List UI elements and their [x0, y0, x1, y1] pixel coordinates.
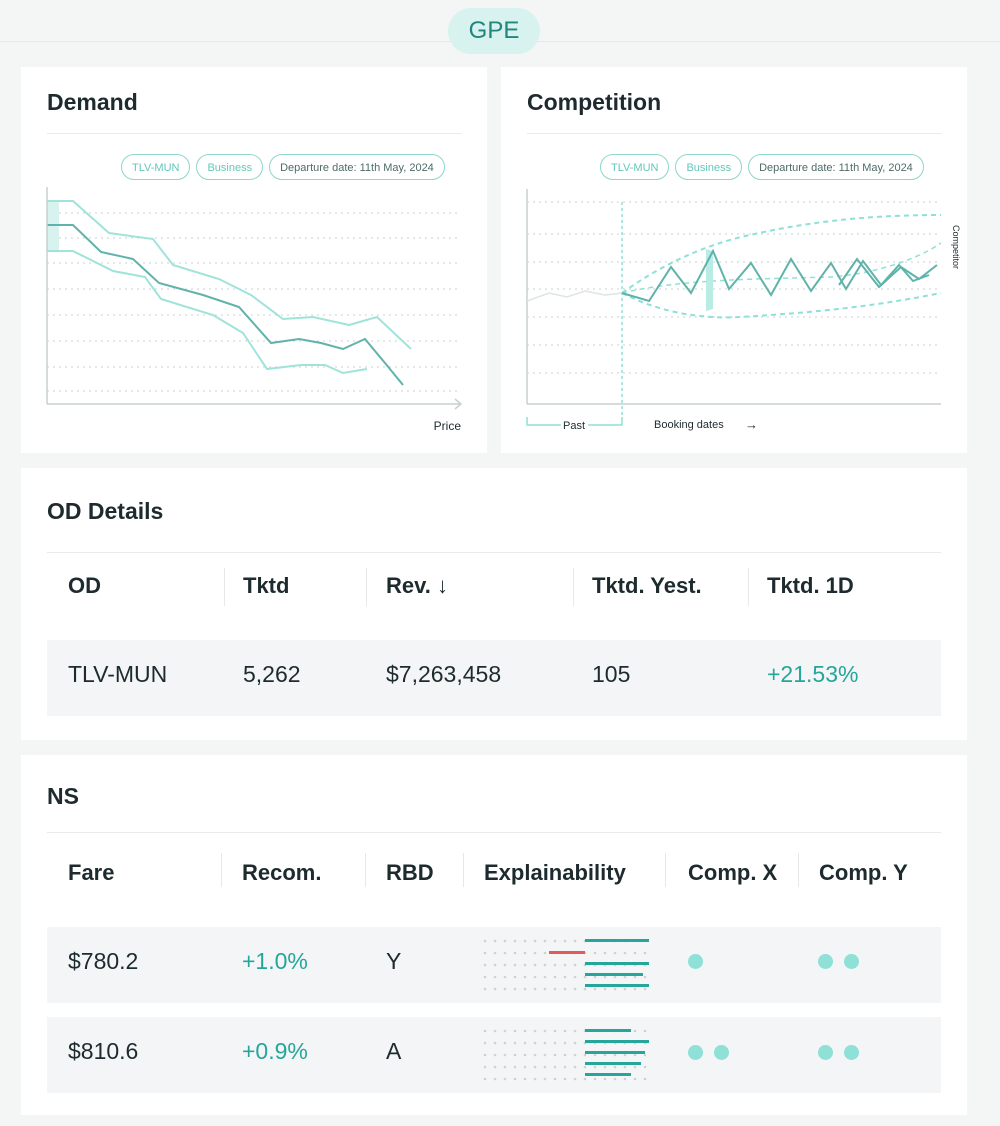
demand-filter-chips: TLV-MUN Business Departure date: 11th Ma…: [121, 154, 445, 180]
col-header-tktd-yest[interactable]: Tktd. Yest.: [592, 573, 702, 598]
competition-divider: [527, 133, 941, 134]
od-details-title: OD Details: [47, 498, 164, 524]
ns-card: NS Fare Recom. RBD Explainability Comp. …: [21, 755, 967, 1115]
explainability-bar: [585, 1051, 645, 1054]
competitor-price-line: [621, 248, 930, 303]
explainability-bar: [585, 984, 649, 987]
column-separator: [665, 853, 666, 887]
booking-dates-arrow-icon: →: [745, 417, 758, 432]
demand-card: Demand TLV-MUN Business Departure date: …: [21, 67, 487, 453]
od-cell: TLV-MUN: [68, 661, 168, 687]
competitor-price-line-2: [838, 257, 938, 289]
departure-date-chip[interactable]: Departure date: 11th May, 2024: [748, 154, 924, 180]
cabin-chip[interactable]: Business: [675, 154, 743, 180]
explainability-dot-grid: [483, 1029, 647, 1081]
explainability-bar: [585, 973, 643, 976]
demand-x-axis-label: Price: [434, 419, 462, 433]
col-header-rev[interactable]: Rev. ↓: [386, 573, 448, 598]
explainability-bar: [585, 939, 649, 942]
column-separator: [221, 853, 222, 887]
recom-cell: +0.9%: [242, 1038, 308, 1064]
explainability-bar: [585, 962, 649, 965]
forecast-lower-band: [621, 292, 942, 319]
column-separator: [573, 568, 574, 606]
col-header-fare[interactable]: Fare: [68, 860, 115, 885]
route-chip[interactable]: TLV-MUN: [121, 154, 191, 180]
explainability-bar: [585, 1040, 649, 1043]
col-header-tktd[interactable]: Tktd: [243, 573, 290, 598]
competition-card: Competition TLV-MUN Business Departure d…: [501, 67, 967, 453]
col-header-tktd-1d[interactable]: Tktd. 1D: [767, 573, 854, 598]
od-details-card: OD Details OD Tktd Rev. ↓ Tktd. Yest. Tk…: [21, 468, 967, 740]
ns-title: NS: [47, 783, 79, 809]
demand-title: Demand: [47, 89, 138, 115]
explainability-bar: [585, 1073, 631, 1076]
col-header-od[interactable]: OD: [68, 573, 101, 598]
demand-lower-band: [47, 250, 368, 375]
comp-y-dot: [818, 1045, 833, 1060]
competitor-axis-label: Competitor: [951, 225, 961, 269]
demand-chart: Price: [46, 187, 463, 433]
recom-cell: +1.0%: [242, 948, 308, 974]
fare-cell: $780.2: [68, 948, 139, 974]
comp-y-dot: [818, 954, 833, 969]
demand-upper-band: [47, 200, 412, 350]
comp-y-dot: [844, 1045, 859, 1060]
route-chip[interactable]: TLV-MUN: [600, 154, 670, 180]
departure-date-chip[interactable]: Departure date: 11th May, 2024: [269, 154, 445, 180]
gpe-badge[interactable]: GPE: [448, 8, 540, 54]
demand-x-axis-arrow: [454, 398, 463, 410]
col-header-explainability[interactable]: Explainability: [484, 860, 626, 885]
fare-cell: $810.6: [68, 1038, 139, 1064]
explainability-chart: [483, 939, 649, 991]
demand-main-line: [47, 224, 404, 386]
explainability-negative-bar: [549, 951, 585, 954]
tktd-yest-cell: 105: [592, 661, 631, 687]
competition-title: Competition: [527, 89, 662, 115]
col-header-comp-y[interactable]: Comp. Y: [819, 860, 908, 885]
ns-divider: [47, 832, 941, 833]
past-range-bracket: [526, 417, 623, 426]
table-row[interactable]: [47, 640, 941, 716]
explainability-bar: [585, 1062, 641, 1065]
tktd-1d-cell: +21.53%: [767, 661, 859, 687]
forecast-upper-band: [621, 214, 942, 294]
col-header-recom[interactable]: Recom.: [242, 860, 322, 885]
explainability-chart: [483, 1029, 649, 1081]
col-header-rbd[interactable]: RBD: [386, 860, 434, 885]
explainability-bar: [585, 1029, 631, 1032]
rbd-cell: A: [386, 1038, 402, 1064]
column-separator: [365, 853, 366, 887]
past-label: Past: [563, 420, 585, 432]
col-header-comp-x[interactable]: Comp. X: [688, 860, 778, 885]
past-history-line: [526, 290, 623, 302]
forecast-uncertainty-highlight: [706, 249, 713, 311]
column-separator: [798, 853, 799, 887]
cabin-chip[interactable]: Business: [196, 154, 264, 180]
rev-cell: $7,263,458: [386, 661, 502, 687]
competition-filter-chips: TLV-MUN Business Departure date: 11th Ma…: [600, 154, 924, 180]
booking-dates-label: Booking dates: [654, 419, 724, 431]
comp-x-dot: [688, 954, 703, 969]
column-separator: [224, 568, 225, 606]
competition-chart: Competitor Past Booking dates →: [526, 189, 961, 435]
demand-divider: [47, 133, 461, 134]
column-separator: [463, 853, 464, 887]
comp-x-dot: [688, 1045, 703, 1060]
od-details-divider: [47, 552, 941, 553]
tktd-cell: 5,262: [243, 661, 301, 687]
rbd-cell: Y: [386, 948, 402, 974]
comp-y-dot: [844, 954, 859, 969]
column-separator: [366, 568, 367, 606]
column-separator: [748, 568, 749, 606]
comp-x-dot: [714, 1045, 729, 1060]
demand-gridlines: [47, 212, 461, 392]
